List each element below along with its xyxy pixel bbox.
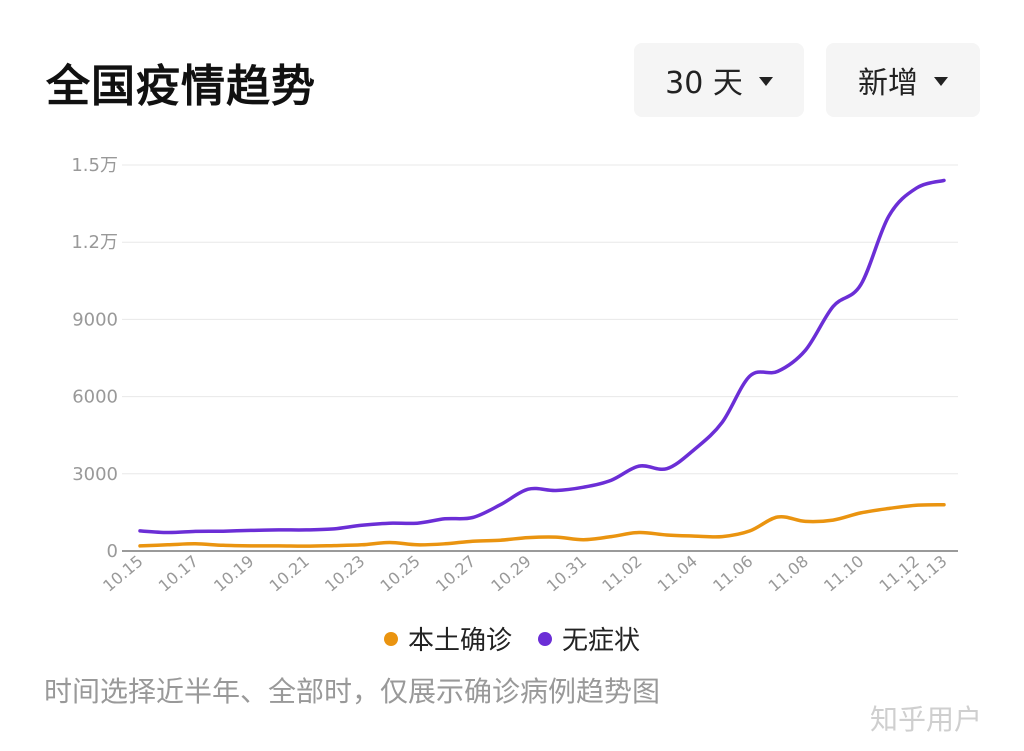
legend-dot-icon <box>383 631 398 646</box>
x-tick-label: 11.08 <box>765 552 812 596</box>
page-title: 全国疫情趋势 <box>46 61 316 112</box>
metric-dropdown[interactable]: 新增 <box>826 43 980 117</box>
time-range-label: 30 天 <box>665 66 743 101</box>
legend-item-local-confirmed[interactable]: 本土确诊 <box>383 620 512 657</box>
x-tick-label: 10.31 <box>543 552 590 596</box>
chart-legend: 本土确诊 无症状 <box>0 620 1024 657</box>
x-axis-ticks: 10.15 10.17 10.19 10.21 10.23 10.25 10.27 10.29… <box>99 552 950 596</box>
time-range-dropdown[interactable]: 30 天 <box>634 43 804 117</box>
legend-label-asymptomatic: 无症状 <box>562 626 641 656</box>
watermark: 知乎用户 <box>870 703 983 736</box>
x-tick-label: 11.04 <box>654 552 701 596</box>
x-tick-label: 10.25 <box>377 552 424 596</box>
caret-down-icon <box>758 76 773 86</box>
series-line-asymptomatic <box>138 178 946 535</box>
x-tick-label: 10.27 <box>432 552 479 596</box>
x-tick-label: 10.23 <box>321 552 368 596</box>
y-tick-label: 1.2万 <box>71 232 118 253</box>
footnote: 时间选择近半年、全部时，仅展示确诊病例趋势图 <box>44 675 661 708</box>
x-tick-label: 11.10 <box>820 552 867 596</box>
legend-label-local-confirmed: 本土确诊 <box>407 626 512 656</box>
legend-item-asymptomatic[interactable]: 无症状 <box>538 620 640 657</box>
y-tick-label: 3000 <box>72 464 118 485</box>
x-tick-label: 10.17 <box>155 552 202 596</box>
x-tick-label: 10.19 <box>210 552 257 596</box>
x-tick-label: 11.06 <box>709 552 756 596</box>
y-tick-label: 6000 <box>72 387 118 408</box>
series-line-local-confirmed <box>138 502 946 548</box>
x-tick-label: 10.29 <box>487 552 534 596</box>
legend-dot-icon <box>538 631 552 646</box>
y-tick-label: 9000 <box>72 309 118 330</box>
caret-down-icon <box>934 76 948 86</box>
y-tick-label: 1.5万 <box>71 155 118 176</box>
x-tick-label: 11.02 <box>598 552 645 596</box>
y-tick-label: 0 <box>107 541 118 562</box>
metric-label: 新增 <box>858 66 918 101</box>
y-axis-ticks: 0 3000 6000 9000 1.2万 1.5万 <box>71 155 118 562</box>
x-tick-label: 10.21 <box>266 552 313 596</box>
series-lines <box>138 178 946 548</box>
trend-line-chart: 0 3000 6000 9000 1.2万 1.5万 10.15 10.17 10.19 10.… <box>71 155 958 596</box>
grid-lines <box>122 164 958 552</box>
